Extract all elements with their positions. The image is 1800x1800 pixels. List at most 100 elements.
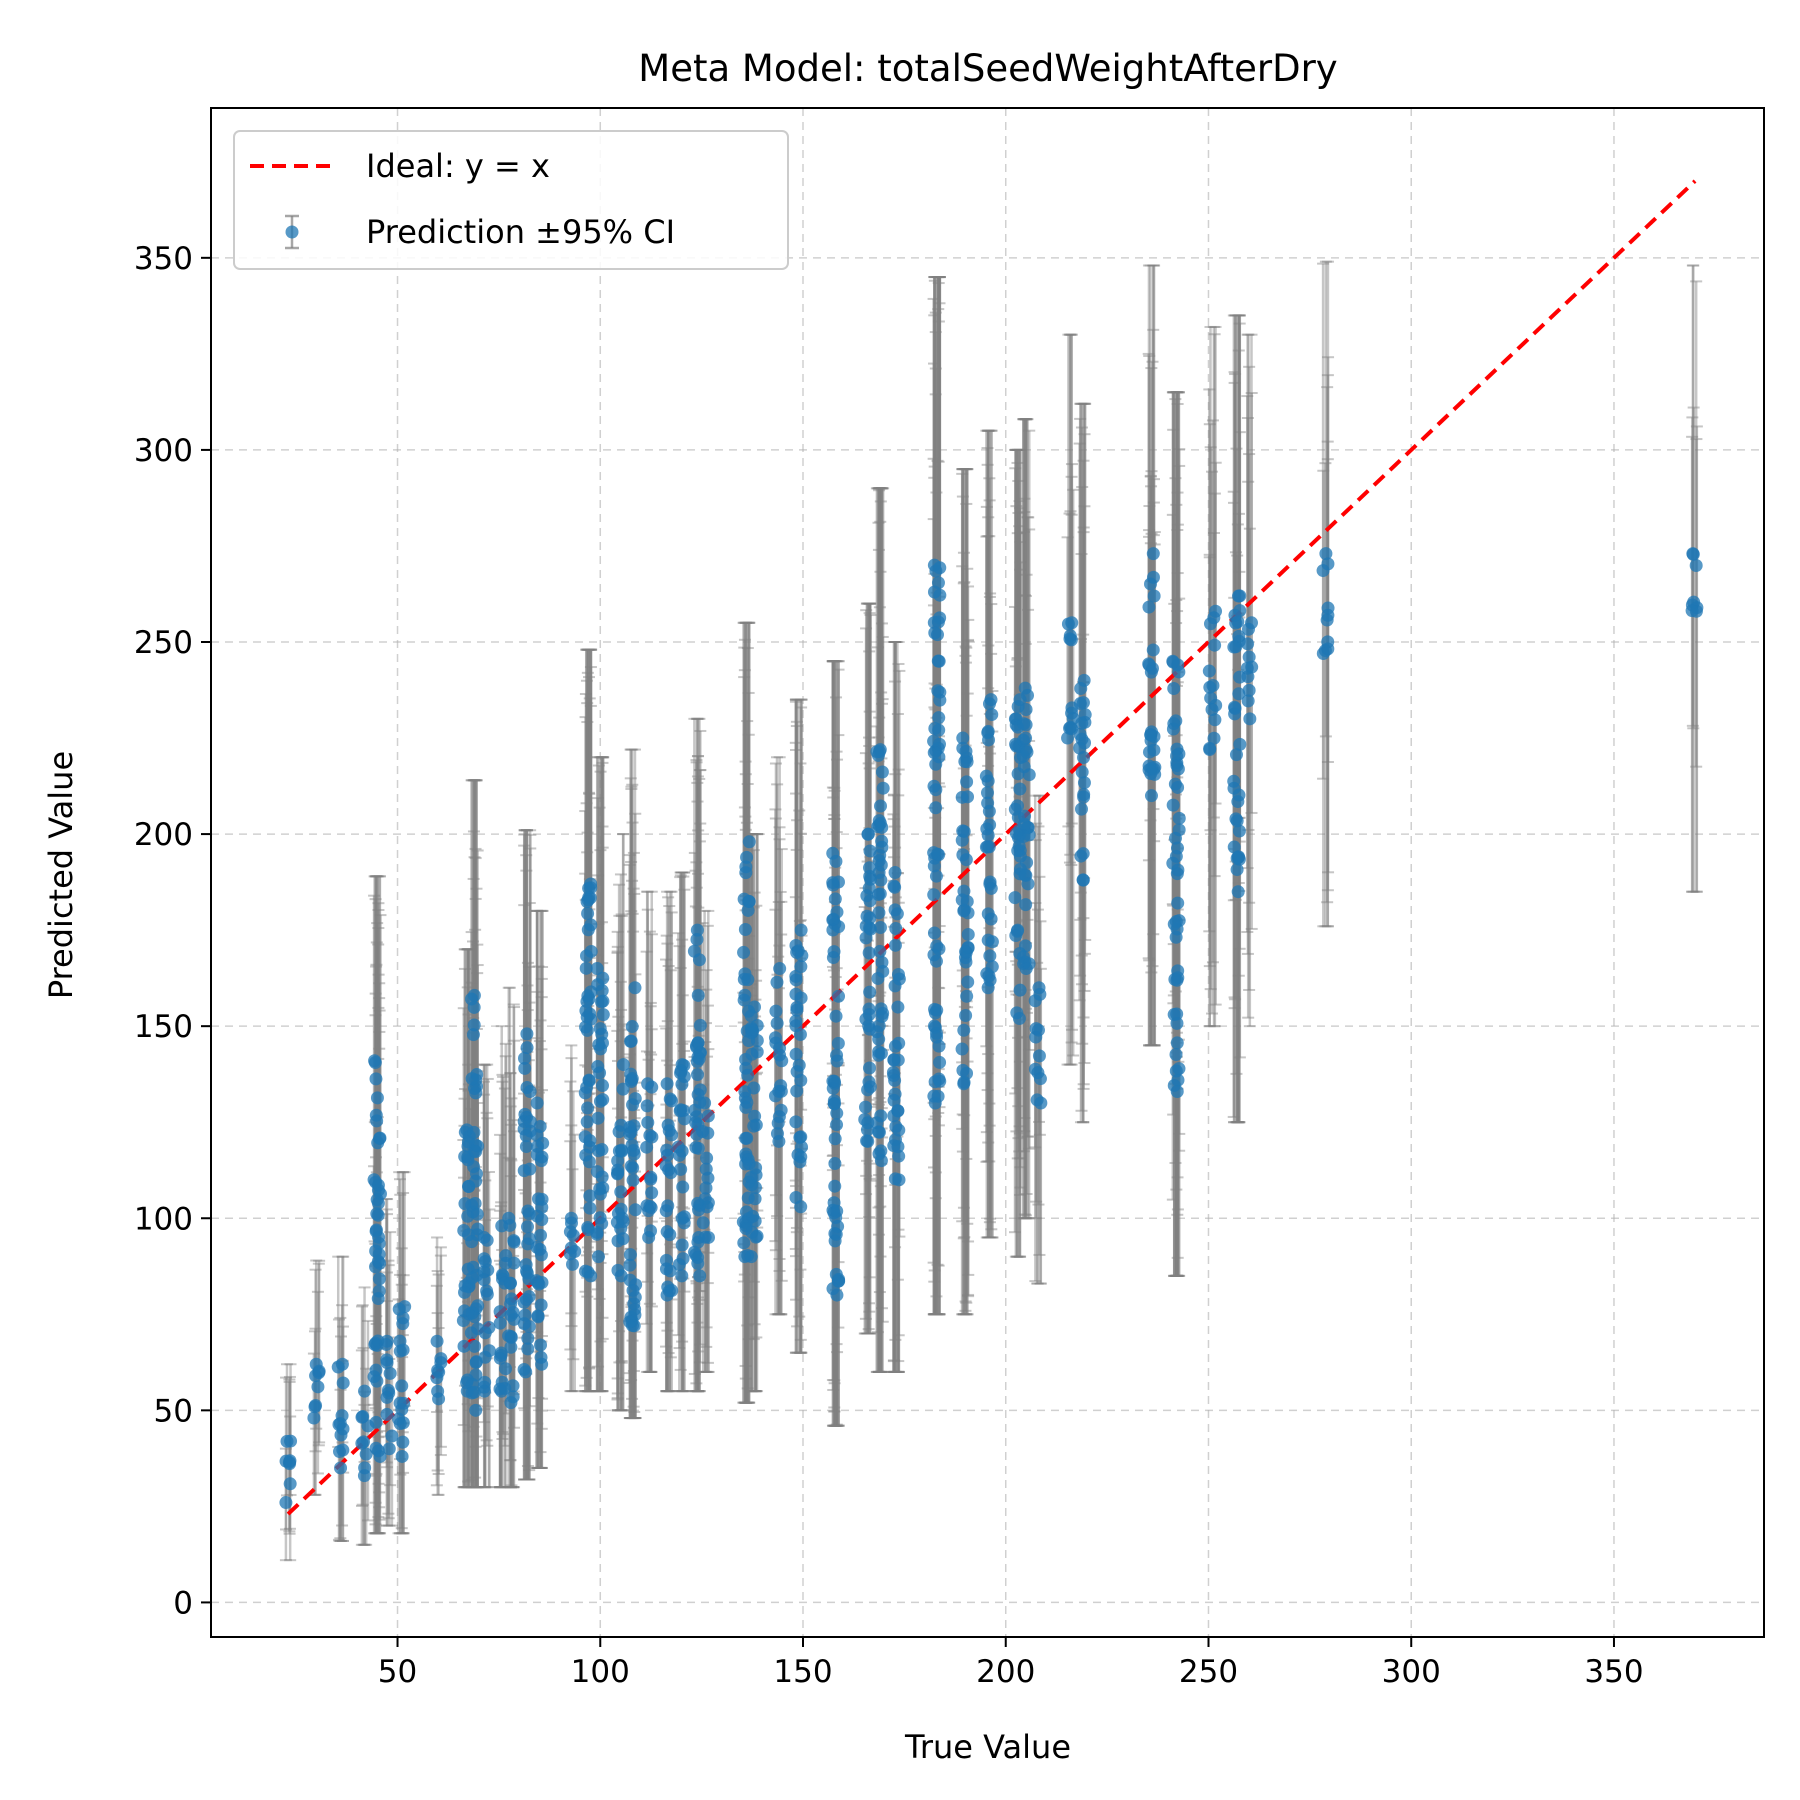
prediction-point xyxy=(874,1109,888,1123)
prediction-point xyxy=(1170,1036,1184,1050)
prediction-point xyxy=(959,1009,973,1023)
prediction-point xyxy=(520,1041,534,1055)
prediction-point xyxy=(334,1461,348,1475)
prediction-point xyxy=(1170,841,1184,855)
prediction-point xyxy=(358,1461,372,1475)
prediction-point xyxy=(770,1016,784,1030)
prediction-point xyxy=(961,790,975,804)
prediction-point xyxy=(566,1228,580,1242)
prediction-point xyxy=(862,946,876,960)
prediction-point xyxy=(749,1161,763,1175)
prediction-point xyxy=(677,1070,691,1084)
prediction-point xyxy=(927,779,941,793)
prediction-point xyxy=(465,1072,479,1086)
prediction-point xyxy=(790,1084,804,1098)
prediction-point xyxy=(888,938,902,952)
prediction-point xyxy=(829,854,843,868)
prediction-point xyxy=(891,1140,905,1154)
prediction-point xyxy=(533,1120,547,1134)
prediction-point xyxy=(984,881,998,895)
prediction-point xyxy=(888,1087,902,1101)
prediction-point xyxy=(1170,973,1184,987)
prediction-point xyxy=(927,888,941,902)
prediction-point xyxy=(696,1216,710,1230)
prediction-point xyxy=(789,1191,803,1205)
prediction-point xyxy=(674,1103,688,1117)
prediction-point xyxy=(623,1248,637,1262)
prediction-point xyxy=(466,1028,480,1042)
prediction-point xyxy=(336,1376,350,1390)
prediction-point xyxy=(1170,759,1184,773)
prediction-point xyxy=(1172,823,1186,837)
chart-title: Meta Model: totalSeedWeightAfterDry xyxy=(638,47,1337,90)
prediction-point xyxy=(960,1066,974,1080)
prediction-point xyxy=(591,978,605,992)
prediction-point xyxy=(887,1109,901,1123)
prediction-point xyxy=(593,1211,607,1225)
prediction-point xyxy=(1021,877,1035,891)
prediction-point xyxy=(1243,712,1257,726)
prediction-point xyxy=(1208,638,1222,652)
prediction-point xyxy=(370,1193,384,1207)
prediction-point xyxy=(595,1170,609,1184)
points xyxy=(279,547,1704,1510)
prediction-point xyxy=(688,1103,702,1117)
prediction-point xyxy=(742,835,756,849)
prediction-point xyxy=(876,781,890,795)
prediction-point xyxy=(628,1203,642,1217)
prediction-point xyxy=(770,1127,784,1141)
prediction-point xyxy=(518,1061,532,1075)
prediction-point xyxy=(789,1115,803,1129)
prediction-point xyxy=(612,1125,626,1139)
prediction-point xyxy=(832,989,846,1003)
prediction-point xyxy=(933,1055,947,1069)
prediction-point xyxy=(875,1009,889,1023)
prediction-point xyxy=(1167,682,1181,696)
prediction-point xyxy=(1166,655,1180,669)
prediction-point xyxy=(959,945,973,959)
prediction-point xyxy=(506,1390,520,1404)
prediction-point xyxy=(380,1390,394,1404)
prediction-point xyxy=(927,859,941,873)
y-tick-label: 50 xyxy=(154,1393,193,1429)
prediction-point xyxy=(583,1189,597,1203)
prediction-point xyxy=(1169,930,1183,944)
prediction-point xyxy=(1147,743,1161,757)
prediction-point xyxy=(1033,1072,1047,1086)
prediction-point xyxy=(1076,873,1090,887)
prediction-point xyxy=(1227,774,1241,788)
prediction-point xyxy=(458,1285,472,1299)
prediction-point xyxy=(863,844,877,858)
prediction-point xyxy=(748,1192,762,1206)
prediction-point xyxy=(929,757,943,771)
prediction-point xyxy=(928,1020,942,1034)
prediction-point xyxy=(502,1329,516,1343)
prediction-point xyxy=(504,1292,518,1306)
legend: Ideal: y = x Prediction ±95% CI xyxy=(233,130,789,270)
prediction-point xyxy=(927,926,941,940)
prediction-point xyxy=(928,1075,942,1089)
prediction-point xyxy=(591,1111,605,1125)
prediction-point xyxy=(888,903,902,917)
prediction-point xyxy=(888,880,902,894)
prediction-point xyxy=(929,801,943,815)
prediction-point xyxy=(392,1412,406,1426)
prediction-point xyxy=(660,1148,674,1162)
prediction-point xyxy=(737,945,751,959)
prediction-point xyxy=(520,1220,534,1234)
prediction-point xyxy=(691,1068,705,1082)
prediction-point xyxy=(960,775,974,789)
prediction-point xyxy=(434,1356,448,1370)
prediction-point xyxy=(370,1374,384,1388)
prediction-point xyxy=(932,723,946,737)
prediction-point xyxy=(517,1051,531,1065)
prediction-point xyxy=(789,969,803,983)
prediction-point xyxy=(523,1162,537,1176)
prediction-point xyxy=(691,1251,705,1265)
prediction-point xyxy=(624,1034,638,1048)
prediction-point xyxy=(467,1018,481,1032)
prediction-point xyxy=(830,1118,844,1132)
prediction-point xyxy=(891,1000,905,1014)
prediction-point xyxy=(503,1276,517,1290)
prediction-point xyxy=(674,1162,688,1176)
